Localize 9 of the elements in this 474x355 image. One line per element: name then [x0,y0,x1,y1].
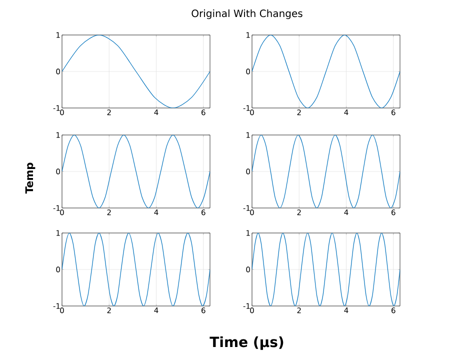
line-series [62,232,210,306]
line-series [62,34,210,108]
line-series [62,134,210,208]
line-series [252,134,400,208]
line-series [252,34,400,108]
y-axis-title: Temp [25,162,36,194]
line-series [252,232,400,306]
text: Original With Changes [192,9,302,20]
x-axis-title: Time (μs) [210,336,284,350]
